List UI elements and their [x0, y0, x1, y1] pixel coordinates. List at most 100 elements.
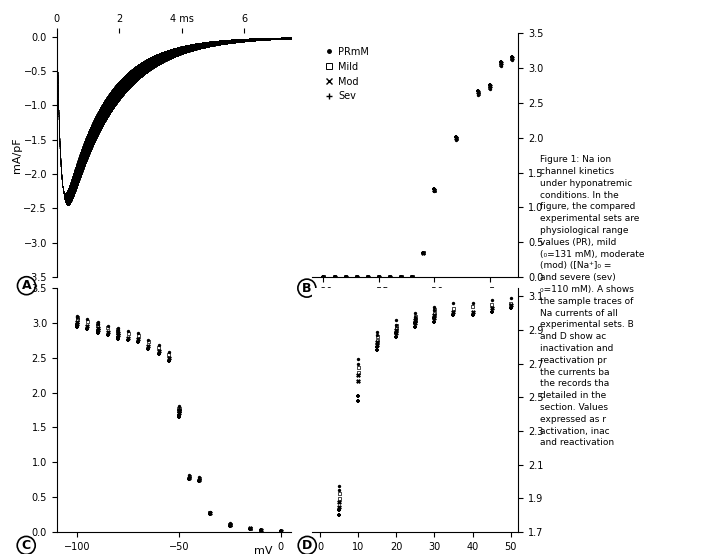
- Point: [66, 185, 77, 194]
- Point: [51, 34, 62, 43]
- Point: [209, 40, 220, 49]
- Point: [229, 36, 240, 45]
- Point: [279, 34, 290, 43]
- Point: [63, 194, 75, 203]
- Point: [187, 44, 199, 53]
- Point: [117, 74, 129, 83]
- Point: [97, 104, 109, 113]
- Point: [236, 36, 247, 45]
- Point: [256, 35, 267, 44]
- Point: [64, 186, 75, 195]
- Point: [74, 152, 85, 161]
- Point: [221, 38, 232, 47]
- Point: [237, 35, 248, 44]
- Point: [234, 37, 246, 45]
- Point: [190, 43, 202, 52]
- Point: [116, 91, 127, 100]
- Point: [141, 61, 152, 70]
- Point: [243, 34, 254, 43]
- Point: [55, 165, 67, 174]
- Point: [146, 62, 158, 71]
- Point: [186, 41, 197, 50]
- Point: [204, 39, 216, 48]
- Point: [110, 80, 121, 89]
- Point: [82, 140, 93, 149]
- Point: [242, 35, 253, 44]
- Point: [236, 35, 248, 44]
- Point: [204, 37, 216, 46]
- Point: [275, 33, 287, 42]
- Point: [94, 108, 106, 117]
- Point: [217, 37, 228, 46]
- Point: [107, 104, 119, 112]
- Point: [173, 48, 184, 57]
- Point: [220, 35, 231, 44]
- Point: [246, 36, 257, 45]
- Point: [228, 35, 239, 44]
- Point: [113, 79, 124, 88]
- Point: [222, 37, 233, 45]
- Point: [180, 45, 192, 54]
- Point: [75, 154, 86, 163]
- Point: [276, 33, 288, 42]
- Point: [200, 40, 211, 49]
- Point: [266, 34, 278, 43]
- Point: [161, 46, 173, 55]
- Point: [231, 38, 243, 47]
- Point: [139, 62, 151, 71]
- Point: [66, 182, 77, 191]
- Point: [191, 40, 202, 49]
- Point: [157, 54, 168, 63]
- Point: [199, 38, 210, 47]
- Point: [222, 36, 234, 45]
- Point: [204, 40, 216, 49]
- Point: [246, 34, 257, 43]
- Point: [139, 59, 151, 68]
- Point: [114, 91, 126, 100]
- Point: [176, 45, 187, 54]
- Point: [273, 34, 285, 43]
- Point: [261, 35, 272, 44]
- Point: [276, 34, 288, 43]
- Point: [226, 38, 238, 47]
- Point: [132, 70, 143, 79]
- Point: [224, 36, 235, 45]
- Point: [98, 110, 109, 119]
- Point: [75, 162, 86, 171]
- Point: [59, 194, 70, 203]
- Point: [99, 112, 111, 121]
- Point: [141, 61, 153, 70]
- Point: [253, 34, 265, 43]
- Point: [69, 176, 80, 185]
- Point: [170, 45, 182, 54]
- Point: [116, 91, 128, 100]
- Point: [112, 84, 124, 93]
- Point: [187, 39, 198, 48]
- Point: [229, 36, 241, 45]
- Point: [77, 148, 88, 157]
- Point: [146, 57, 157, 66]
- Point: [131, 68, 142, 77]
- Point: [118, 86, 129, 95]
- Point: [70, 172, 82, 181]
- Point: [126, 77, 137, 86]
- Point: [100, 110, 111, 119]
- Point: [257, 35, 268, 44]
- Point: [94, 103, 106, 112]
- Point: [74, 158, 85, 167]
- Point: [104, 90, 116, 99]
- Point: [191, 44, 202, 53]
- Point: [244, 35, 255, 44]
- Point: [167, 44, 178, 53]
- Point: [131, 73, 143, 82]
- Point: [283, 33, 294, 42]
- Point: [254, 35, 266, 44]
- Point: [124, 74, 136, 83]
- Point: [98, 116, 109, 125]
- Point: [196, 43, 207, 52]
- Point: [263, 35, 274, 44]
- Point: [96, 123, 107, 132]
- Point: [66, 192, 77, 201]
- Point: [278, 33, 290, 42]
- Point: [256, 34, 267, 43]
